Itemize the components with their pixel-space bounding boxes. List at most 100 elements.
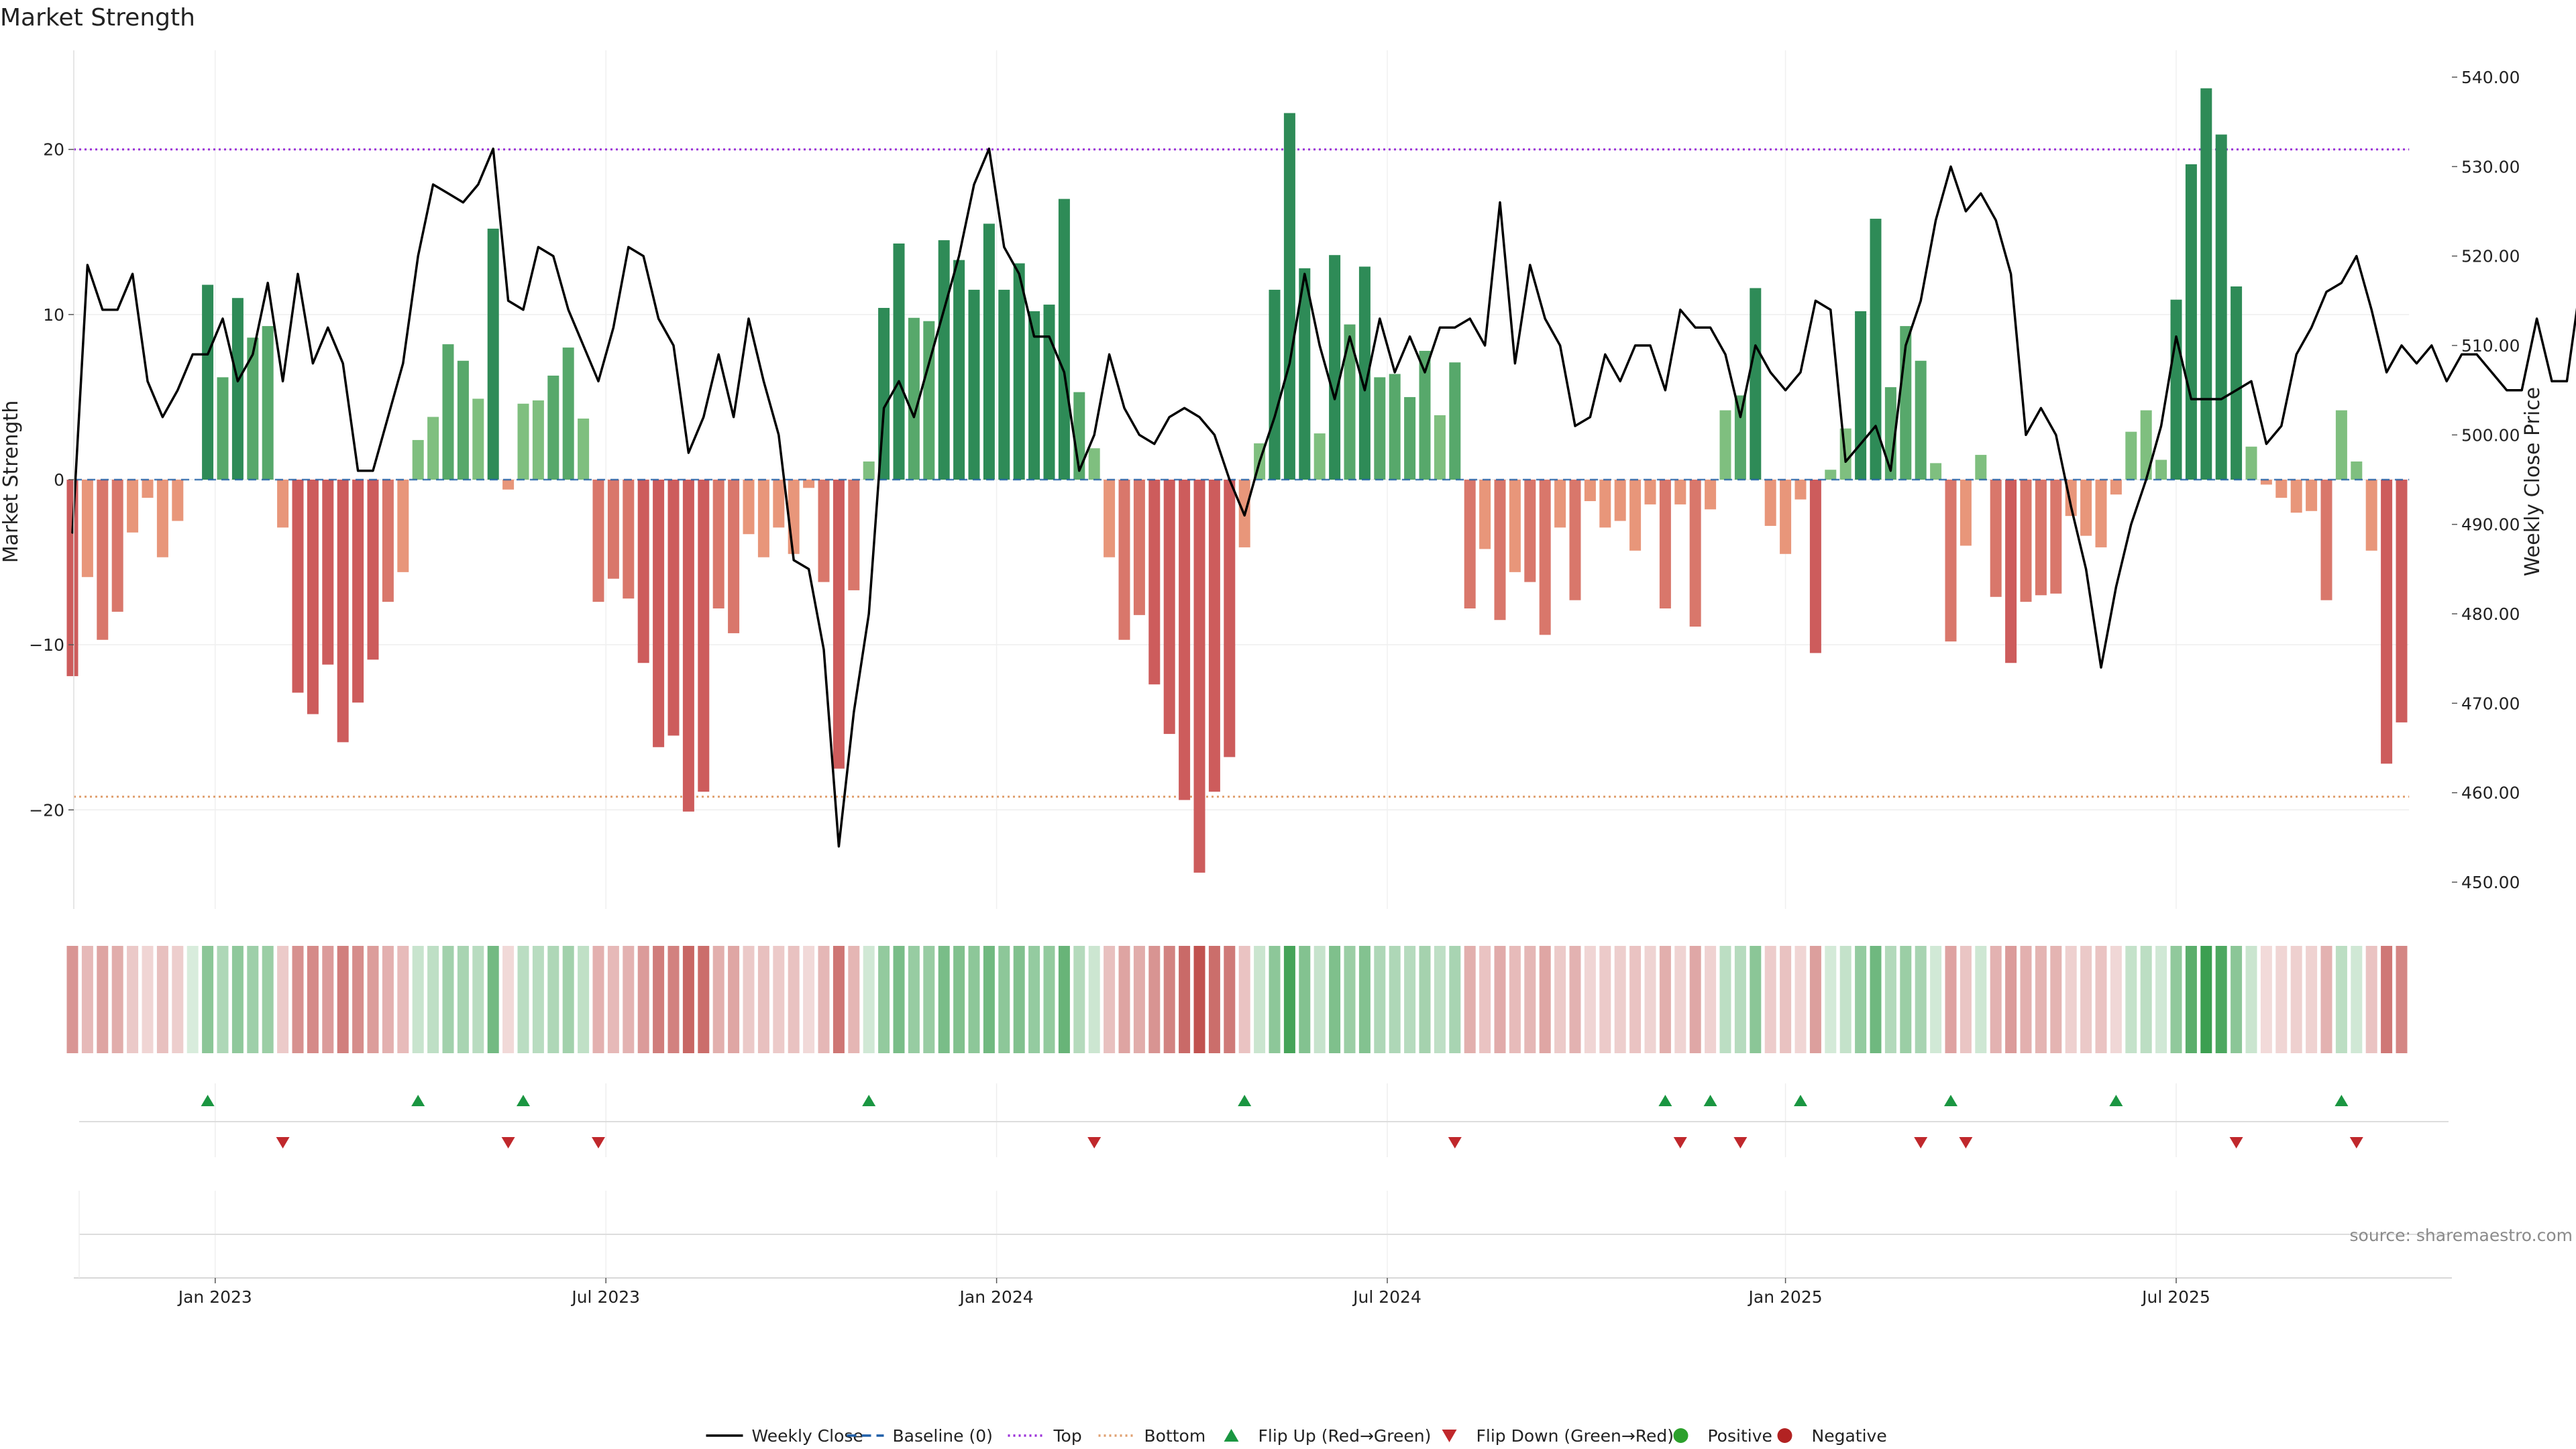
weekly-close-point [1319,345,1320,346]
weekly-close-point [1619,380,1621,382]
strength-bar [1269,289,1281,480]
heat-cell [1644,946,1656,1053]
heat-cell [833,946,845,1053]
strength-bar [1554,480,1566,528]
source-note: source: sharemaestro.com [2350,1226,2573,1245]
weekly-close-point [1424,372,1426,373]
strength-bar [442,344,454,480]
weekly-close-point [1800,372,1801,373]
strength-bar [2170,299,2182,480]
strength-bar [1915,360,1927,480]
heat-cell [983,946,995,1053]
weekly-close-point [1589,416,1591,418]
x-axis-ticks: Jan 2023 Jul 2023 Jan 2024 Jul 2024 Jan 2025… [177,1278,2210,1307]
threshold-lines [74,148,2410,798]
weekly-close-point [1379,318,1381,319]
weekly-close-point [1680,309,1681,311]
legend-item: Negative [1777,1426,1887,1446]
strength-bar [532,400,544,480]
flip-down-marker [1733,1137,1748,1148]
legend-item: Flip Down (Green→Red) [1442,1426,1674,1446]
weekly-close-point [1605,354,1606,356]
weekly-close-point [312,362,314,364]
left-tick-label: −20 [29,800,64,820]
strength-bar [1449,362,1461,480]
flip-up-marker [862,1095,876,1106]
weekly-close-point [537,246,539,248]
legend-label: Negative [1812,1426,1887,1446]
strength-bar [2275,480,2288,498]
weekly-close-point [252,354,254,356]
heat-cell [1058,946,1070,1053]
weekly-close-point [1725,354,1726,356]
legend-item: Weekly Close [706,1426,863,1446]
strength-bar [1734,395,1746,480]
heat-cell [427,946,439,1053]
strength-bar [578,418,590,480]
heat-cell [1960,946,1972,1053]
strength-bar [983,223,995,480]
heat-cell [938,946,950,1053]
weekly-close-point [478,184,479,185]
weekly-close-point [1784,389,1786,391]
heat-cell [262,946,274,1053]
flip-up-marker [1794,1095,1807,1106]
heat-cell [818,946,830,1053]
heat-cell [1434,946,1446,1053]
weekly-close-point [523,309,524,311]
legend-item: Baseline (0) [847,1426,993,1446]
strength-bar [1163,480,1175,735]
weekly-close-point [1845,461,1846,463]
strength-bar [1659,480,1671,608]
strength-bar [637,480,649,663]
strength-bar [623,480,635,599]
heat-cell [1855,946,1867,1053]
weekly-close-point [2446,380,2447,382]
weekly-close-point [1364,389,1366,391]
right-tick-label: 500.00 [2461,425,2520,445]
weekly-close-point [568,309,569,311]
weekly-close-point [2220,398,2222,400]
heat-cell [728,946,740,1053]
strength-bar [127,480,139,533]
heat-cell [1313,946,1326,1053]
weekly-close-point [1514,362,1516,364]
strength-bar [1389,374,1401,480]
weekly-close-point [387,416,389,418]
strength-bar [998,289,1010,480]
strength-bar [1179,480,1191,800]
weekly-close-point [883,407,885,409]
flip-down-marker [276,1137,290,1148]
weekly-close-point [763,380,765,382]
heat-cell [2170,946,2182,1053]
weekly-close-point [1169,416,1170,418]
strength-bar [2351,461,2363,480]
weekly-close-point [1079,470,1080,472]
legend-swatch [1777,1428,1792,1443]
strength-bar [427,417,439,480]
weekly-close-point [162,416,164,418]
heat-cell [412,946,424,1053]
strength-bar [2335,410,2347,480]
strength-bar [1208,480,1220,792]
legend-item: Top [1008,1426,1082,1446]
weekly-close-point [87,264,89,266]
right-tick-label: 510.00 [2461,336,2520,356]
weekly-close-point [1995,219,1996,221]
heat-cell [1133,946,1145,1053]
weekly-close-point [1484,345,1486,346]
strength-bar [818,480,830,582]
heat-cell [532,946,544,1053]
weekly-close-point [1920,300,1921,302]
strength-bar [517,403,529,480]
heat-cell [1389,946,1401,1053]
weekly-close-point [2265,443,2267,445]
heat-cell [2245,946,2257,1053]
weekly-close-point [72,533,73,534]
weekly-close-point [1935,219,1937,221]
strength-bar [66,480,78,676]
strength-bar [547,375,559,480]
weekly-close-point [2491,372,2493,373]
heat-cell [2335,946,2347,1053]
weekly-close-point [748,318,749,319]
